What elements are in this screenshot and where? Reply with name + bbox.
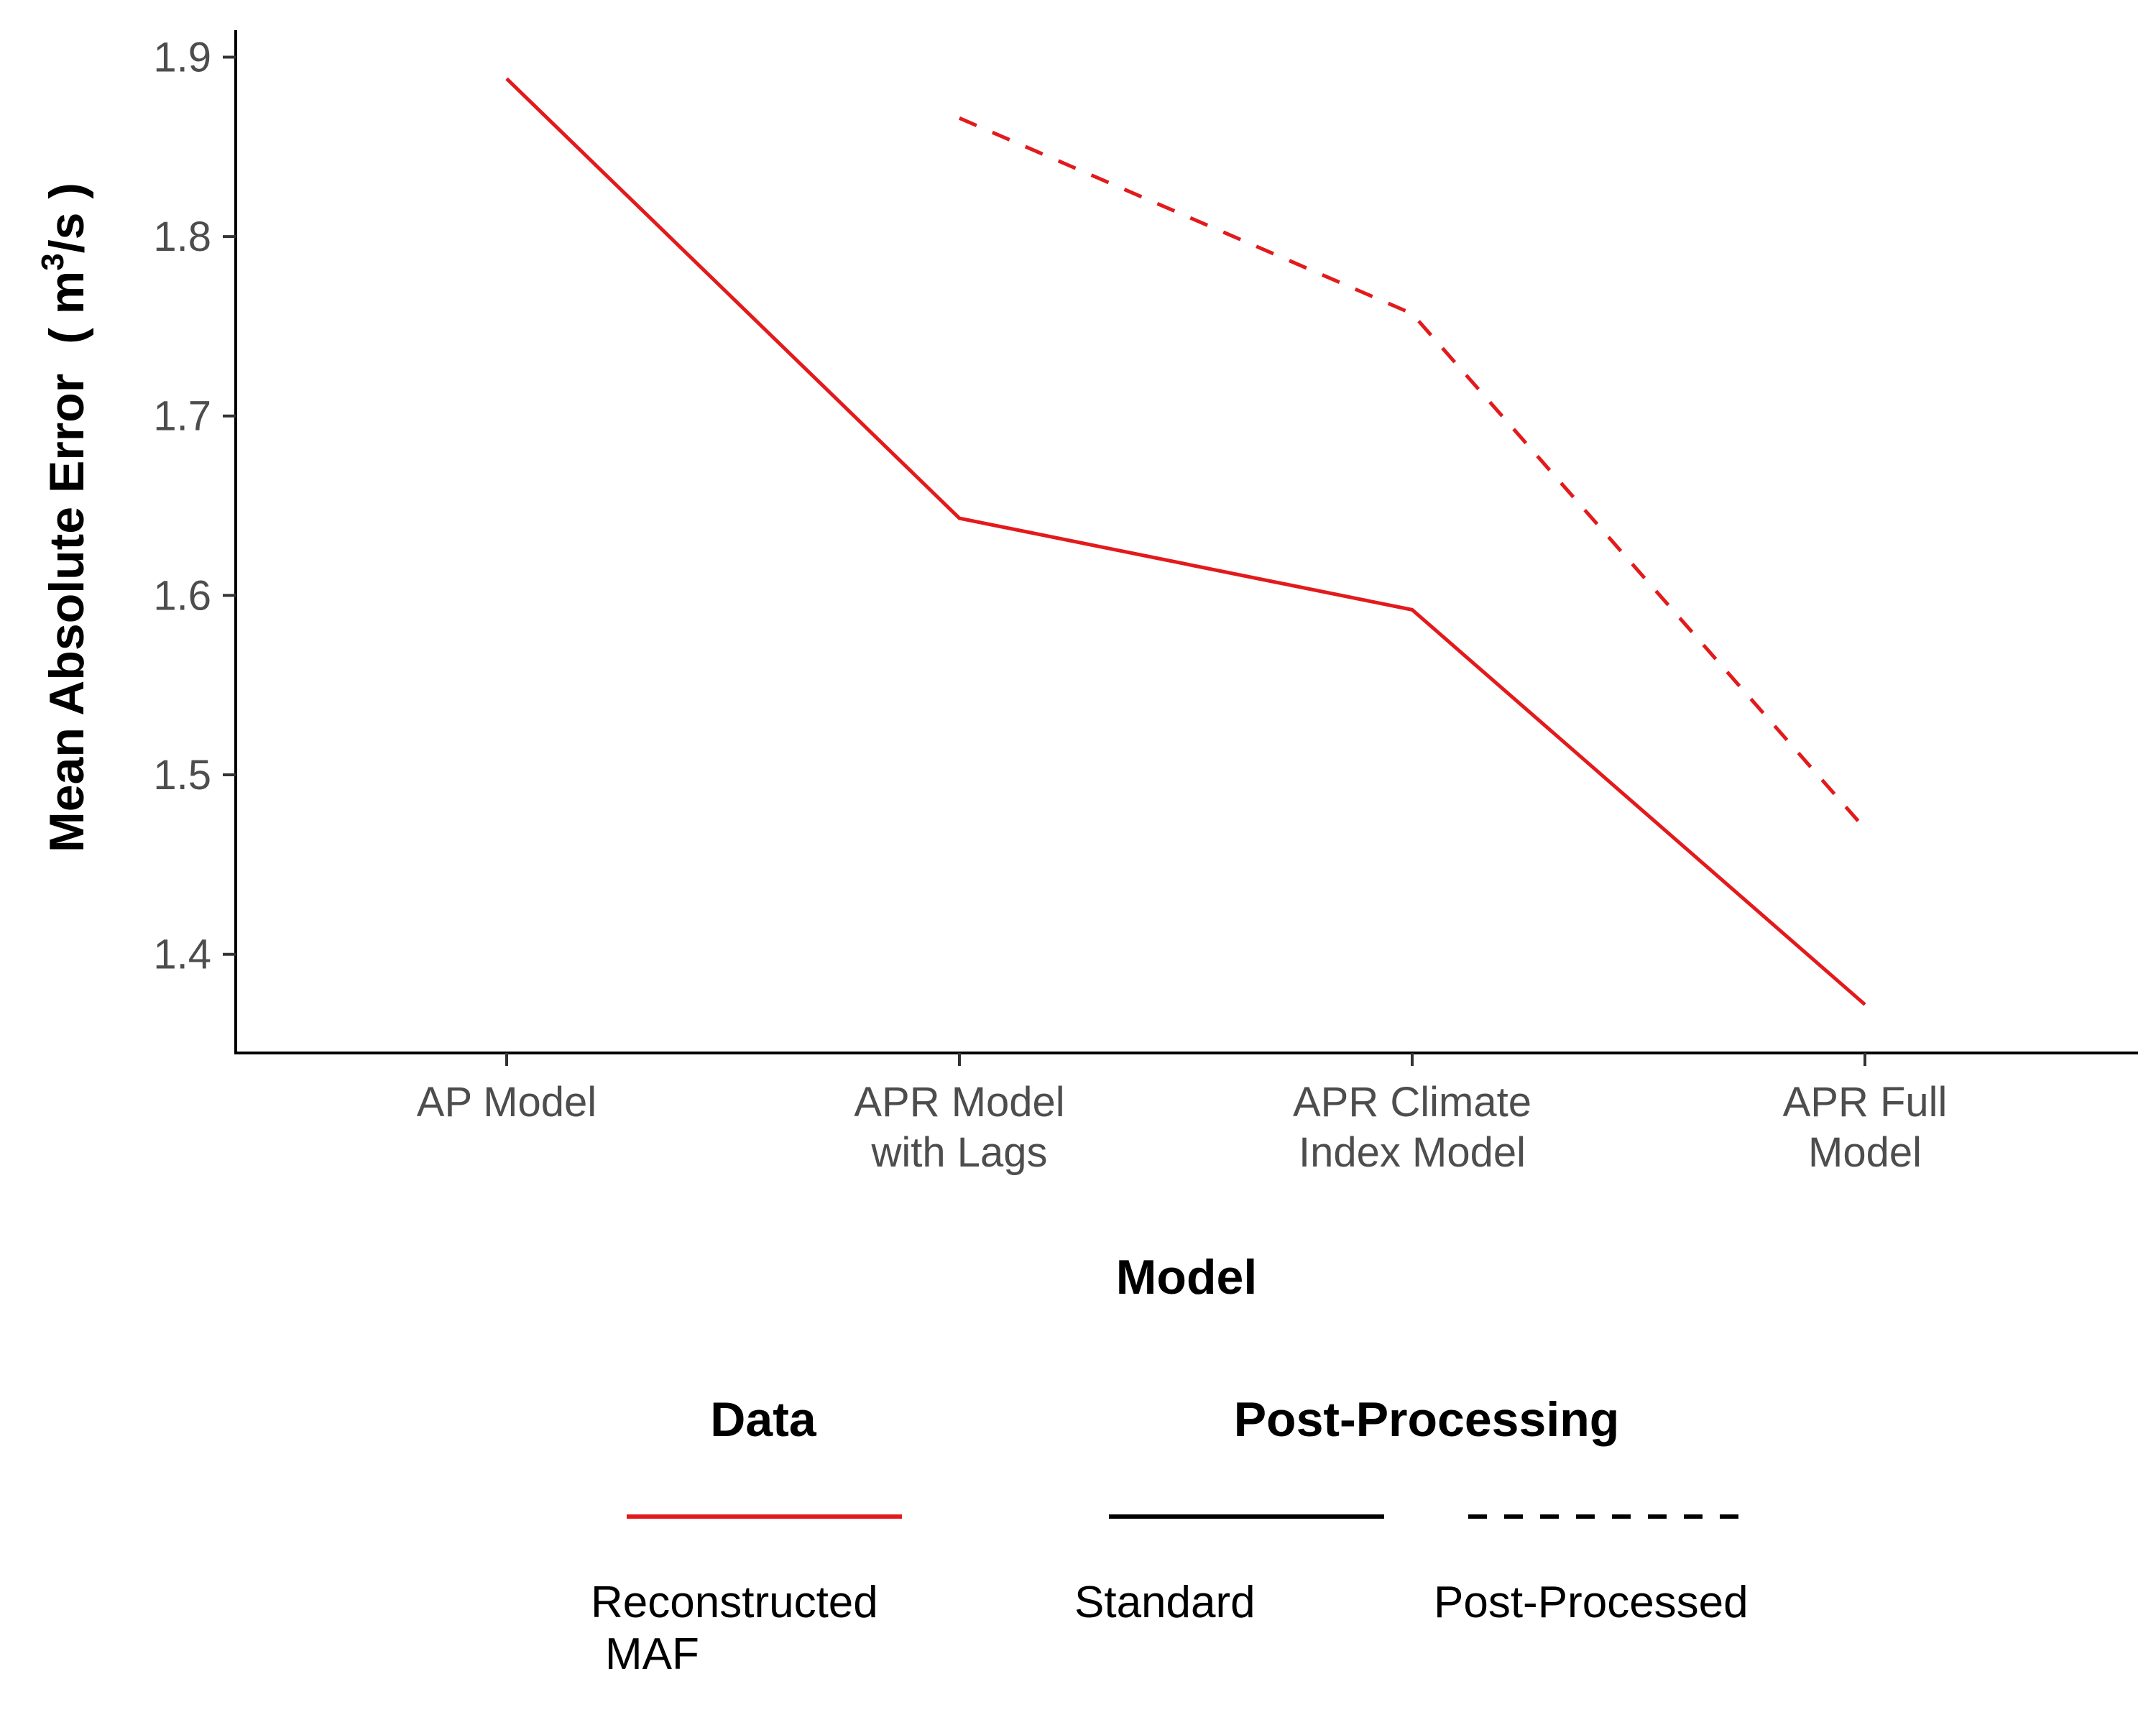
series-line-standard	[505, 77, 1866, 1006]
x-tick-label-line: Index Model	[1299, 1129, 1526, 1176]
x-tick-label-line: with Lags	[870, 1129, 1047, 1176]
legend-title-data: Data	[710, 1392, 817, 1447]
x-tick-label: APR Full Model	[1783, 1079, 1948, 1176]
legend: Data Post-Processing Reconstructed MAF S…	[591, 1392, 1749, 1679]
y-tick-label: 1.5	[153, 752, 211, 799]
series-lines	[505, 77, 1866, 1006]
legend-label-reconstructed-maf-line1: Reconstructed	[591, 1578, 878, 1627]
y-axis-title-unit: ( m	[40, 271, 94, 344]
plot-area: 1.4 1.5 1.6 1.7 1.8 1.9 AP Model APR Model with…	[153, 30, 2138, 1176]
y-ticks: 1.4 1.5 1.6 1.7 1.8 1.9	[153, 34, 236, 978]
x-tick-label: APR Climate Index Model	[1293, 1079, 1531, 1176]
y-tick-label: 1.4	[153, 932, 211, 978]
legend-label-standard: Standard	[1074, 1578, 1256, 1627]
legend-label-reconstructed-maf: Reconstructed MAF	[591, 1578, 890, 1679]
x-axis-title: Model	[1116, 1250, 1257, 1305]
x-tick-label-line: AP Model	[417, 1079, 596, 1126]
y-axis-title-text: Mean Absolute Error	[40, 374, 94, 852]
y-tick-label: 1.8	[153, 213, 211, 260]
x-ticks: AP Model APR Model with Lags APR Climate Ind…	[417, 1053, 1948, 1176]
y-tick-label: 1.7	[153, 393, 211, 440]
x-tick-label-line: Model	[1808, 1129, 1922, 1176]
y-axis-title-unit-end: /s )	[40, 183, 94, 253]
legend-label-reconstructed-maf-line2: MAF	[605, 1629, 699, 1679]
series-line-post-processed	[959, 116, 1866, 830]
y-tick-label: 1.6	[153, 572, 211, 619]
x-tick-label-line: APR Model	[854, 1079, 1064, 1126]
x-tick-label: AP Model	[417, 1079, 596, 1126]
y-axis-title-unit-superscript: 3	[35, 253, 70, 270]
x-tick-label-line: APR Climate	[1293, 1079, 1531, 1126]
y-tick-label: 1.9	[153, 34, 211, 80]
legend-title-post-processing: Post-Processing	[1234, 1392, 1620, 1447]
x-tick-label-line: APR Full	[1783, 1079, 1948, 1126]
x-tick-label: APR Model with Lags	[854, 1079, 1064, 1176]
y-axis-title: Mean Absolute Error ( m3/s )	[35, 183, 94, 852]
legend-label-post-processed: Post-Processed	[1434, 1578, 1749, 1627]
